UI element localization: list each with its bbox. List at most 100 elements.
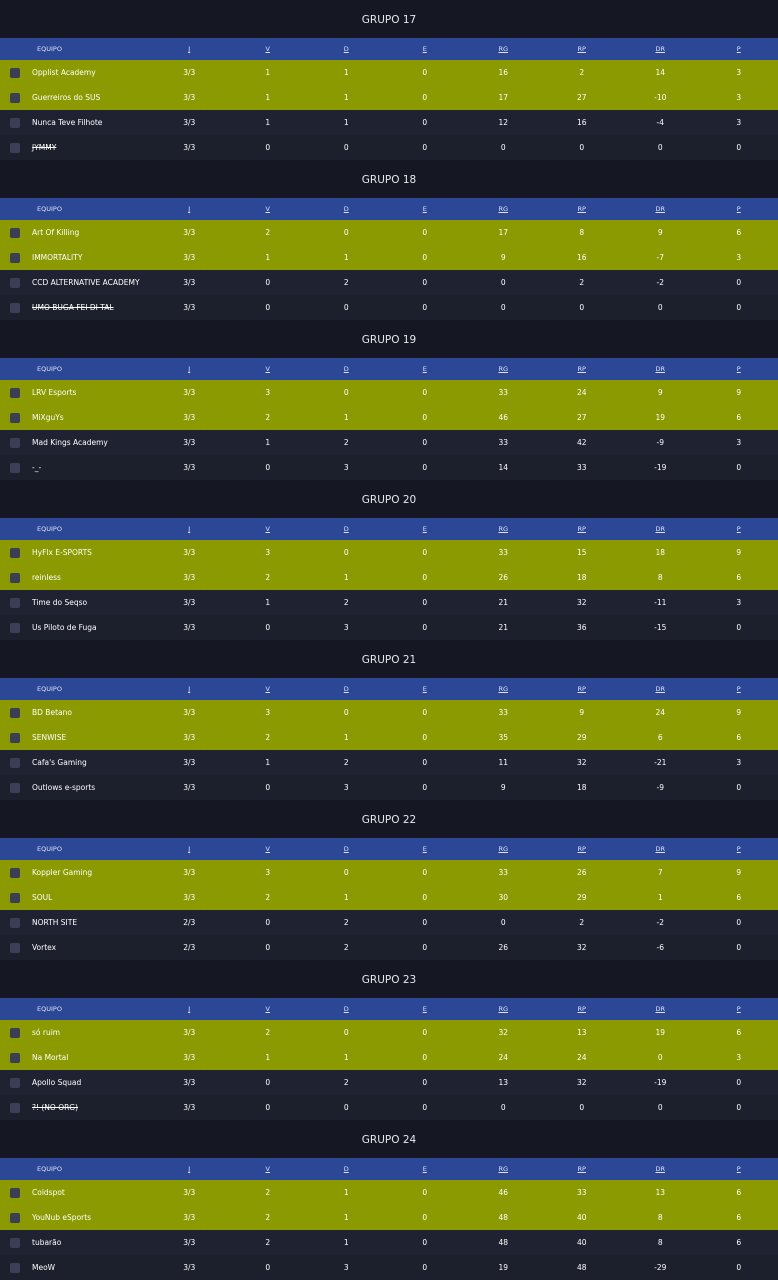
stat-cell: 3/3 — [150, 590, 229, 615]
team-name: ?! (NO ORG) — [32, 1103, 78, 1112]
team-logo — [10, 1103, 20, 1113]
stat-cell: 9 — [543, 700, 622, 725]
stat-cell: 13 — [464, 1070, 543, 1095]
stat-cell: 0 — [386, 700, 465, 725]
column-header: D — [307, 998, 386, 1020]
team-name: SENWISE — [32, 733, 66, 742]
stat-cell: 0 — [386, 590, 465, 615]
column-header: V — [229, 998, 308, 1020]
stat-cell: 8 — [621, 1230, 700, 1255]
stat-cell: 3/3 — [150, 85, 229, 110]
stat-cell: 0 — [386, 1095, 465, 1120]
stat-cell: 3 — [307, 1255, 386, 1280]
team-cell: Apollo Squad — [0, 1070, 150, 1095]
team-name: só ruim — [32, 1028, 60, 1037]
stat-cell: 8 — [621, 1205, 700, 1230]
team-logo — [10, 573, 20, 583]
stat-cell: -21 — [621, 750, 700, 775]
stat-cell: 6 — [700, 1230, 778, 1255]
stat-cell: 2 — [229, 885, 308, 910]
stat-cell: 3 — [229, 540, 308, 565]
stat-cell: -15 — [621, 615, 700, 640]
stat-cell: 2/3 — [150, 935, 229, 960]
stat-cell: 2 — [543, 910, 622, 935]
stat-cell: 1 — [229, 85, 308, 110]
team-cell: MeoW — [0, 1255, 150, 1280]
team-cell: SENWISE — [0, 725, 150, 750]
stat-cell: 1 — [229, 110, 308, 135]
stat-cell: 0 — [386, 1070, 465, 1095]
stat-cell: 0 — [464, 270, 543, 295]
stat-cell: 6 — [700, 885, 778, 910]
stat-cell: 3/3 — [150, 430, 229, 455]
stat-cell: 48 — [464, 1230, 543, 1255]
team-cell: MiXguYs — [0, 405, 150, 430]
stat-cell: 3/3 — [150, 540, 229, 565]
column-header: DR — [621, 518, 700, 540]
team-cell: Nunca Teve Filhote — [0, 110, 150, 135]
stat-cell: 3/3 — [150, 60, 229, 85]
column-header: V — [229, 838, 308, 860]
stat-cell: 9 — [700, 380, 778, 405]
column-header: DR — [621, 358, 700, 380]
stat-cell: 3/3 — [150, 1180, 229, 1205]
team-name: YouNub eSports — [32, 1213, 91, 1222]
stat-cell: 8 — [621, 565, 700, 590]
team-logo — [10, 1263, 20, 1273]
stat-cell: 3/3 — [150, 1020, 229, 1045]
stat-cell: 6 — [700, 220, 778, 245]
column-header: DR — [621, 38, 700, 60]
stat-cell: -9 — [621, 430, 700, 455]
column-header: J — [150, 998, 229, 1020]
team-cell: HyFlx E-SPORTS — [0, 540, 150, 565]
stat-cell: 0 — [229, 1095, 308, 1120]
column-header: DR — [621, 998, 700, 1020]
column-header: RP — [543, 358, 622, 380]
stat-cell: 0 — [307, 1095, 386, 1120]
team-logo — [10, 278, 20, 288]
stat-cell: 0 — [307, 220, 386, 245]
stat-cell: 7 — [621, 860, 700, 885]
stat-cell: 2 — [229, 725, 308, 750]
stat-cell: 1 — [307, 110, 386, 135]
team-header: EQUIPO — [0, 358, 150, 380]
stat-cell: 1 — [307, 565, 386, 590]
team-name: NORTH SITE — [32, 918, 77, 927]
column-header: RP — [543, 518, 622, 540]
stat-cell: 27 — [543, 85, 622, 110]
team-logo — [10, 438, 20, 448]
stat-cell: 1 — [307, 60, 386, 85]
stat-cell: 1 — [229, 750, 308, 775]
team-cell: Koppler Gaming — [0, 860, 150, 885]
column-header: D — [307, 358, 386, 380]
team-cell: BD Betano — [0, 700, 150, 725]
column-header: RP — [543, 838, 622, 860]
column-header: J — [150, 518, 229, 540]
team-logo — [10, 1238, 20, 1248]
column-header: P — [700, 838, 778, 860]
stat-cell: 2 — [307, 430, 386, 455]
team-name: Mad Kings Academy — [32, 438, 108, 447]
team-name: Cafa's Gaming — [32, 758, 87, 767]
column-header: P — [700, 38, 778, 60]
team-logo — [10, 623, 20, 633]
stat-cell: 9 — [464, 245, 543, 270]
stat-cell: 32 — [543, 590, 622, 615]
stat-cell: 0 — [386, 110, 465, 135]
